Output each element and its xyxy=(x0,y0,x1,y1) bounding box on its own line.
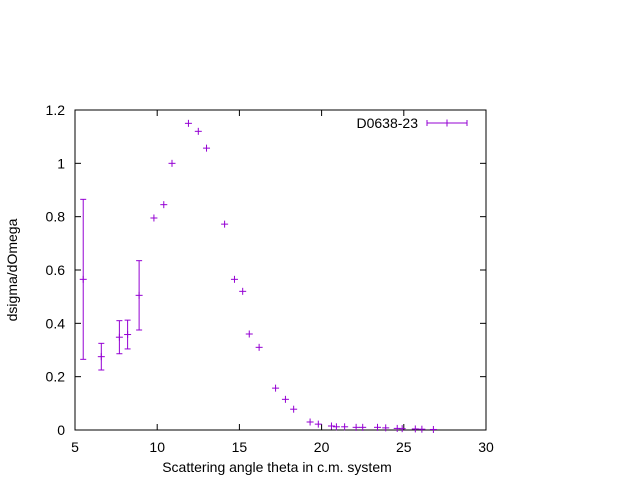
x-tick-label: 25 xyxy=(396,439,412,455)
y-tick-label: 0.6 xyxy=(46,262,66,278)
data-point xyxy=(79,198,87,360)
data-point xyxy=(314,420,322,428)
legend-label: D0638-23 xyxy=(357,115,419,131)
data-point xyxy=(418,425,426,433)
data-point xyxy=(203,144,211,152)
axis-ticks xyxy=(74,109,487,431)
data-point xyxy=(306,418,314,426)
legend-errorbar-sample xyxy=(426,119,468,127)
data-point xyxy=(230,275,238,283)
data-point xyxy=(382,424,390,432)
y-tick-label: 1 xyxy=(57,155,65,171)
data-point xyxy=(135,260,143,331)
data-point xyxy=(327,422,335,430)
data-point xyxy=(194,127,202,135)
data-point xyxy=(352,423,360,431)
x-tick-label: 20 xyxy=(314,439,330,455)
x-tick-label: 30 xyxy=(478,439,494,455)
data-point xyxy=(221,220,229,228)
data-point xyxy=(150,214,158,222)
data-points xyxy=(79,119,437,433)
data-point xyxy=(115,320,123,355)
y-tick-label: 0.4 xyxy=(46,315,66,331)
legend: D0638-23 xyxy=(357,115,468,131)
data-point xyxy=(359,423,367,431)
plot-frame xyxy=(74,109,487,431)
data-point xyxy=(160,201,168,209)
data-point xyxy=(290,405,298,413)
x-tick-label: 15 xyxy=(232,439,248,455)
data-point xyxy=(272,384,280,392)
x-tick-label: 5 xyxy=(71,439,79,455)
y-tick-label: 0.2 xyxy=(46,369,66,385)
data-point xyxy=(411,425,419,433)
data-point xyxy=(332,423,340,431)
data-point xyxy=(429,425,437,433)
data-point xyxy=(398,425,406,433)
y-axis-label: dsigma/dOmega xyxy=(4,218,20,321)
x-axis-label: Scattering angle theta in c.m. system xyxy=(162,459,392,475)
data-point xyxy=(97,342,105,371)
data-point xyxy=(341,423,349,431)
data-point xyxy=(373,423,381,431)
x-tick-label: 10 xyxy=(149,439,165,455)
data-point xyxy=(184,119,192,127)
data-point xyxy=(245,330,253,338)
data-point xyxy=(255,343,263,351)
y-tick-label: 0 xyxy=(57,422,65,438)
y-tick-label: 1.2 xyxy=(46,102,66,118)
data-point xyxy=(124,319,132,350)
data-point xyxy=(168,159,176,167)
axis-tick-labels: 5 10 15 20 25 30 0 0.2 0.4 0.6 0.8 1 1.2 xyxy=(46,102,494,455)
data-point xyxy=(239,287,247,295)
data-point xyxy=(281,395,289,403)
y-tick-label: 0.8 xyxy=(46,209,66,225)
